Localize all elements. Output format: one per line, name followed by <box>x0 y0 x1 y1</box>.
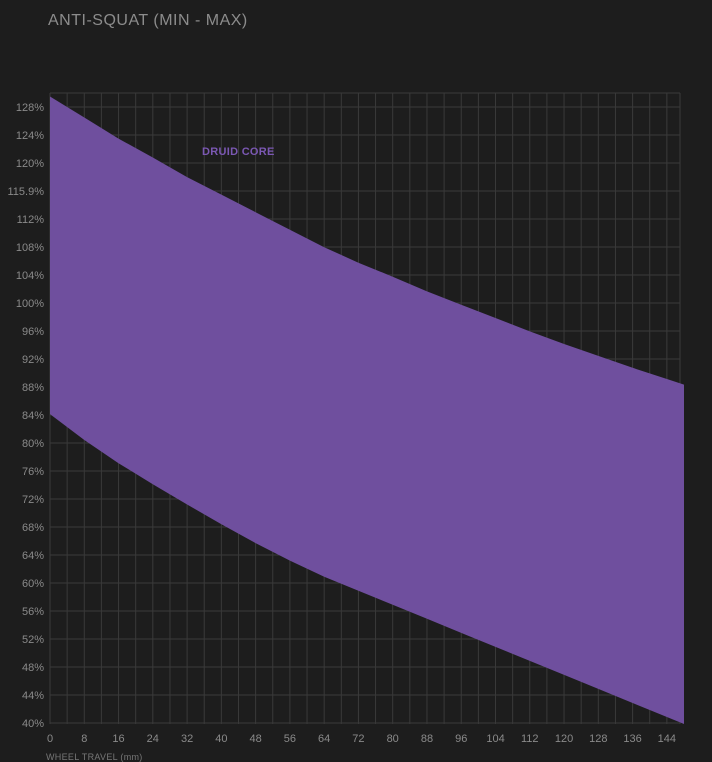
y-axis-ticks: 128% 124% 120% 115.9% 112% 108% 104% 100% 96% 92%… <box>8 102 45 730</box>
y-tick-label: 64% <box>22 550 44 562</box>
x-tick-label: 32 <box>181 733 193 745</box>
y-tick-label: 108% <box>16 242 44 254</box>
x-tick-label: 104 <box>486 733 504 745</box>
y-tick-label: 76% <box>22 466 44 478</box>
x-tick-label: 128 <box>589 733 607 745</box>
y-tick-label: 124% <box>16 130 44 142</box>
x-tick-label: 64 <box>318 733 330 745</box>
y-tick-label: 72% <box>22 494 44 506</box>
x-tick-label: 24 <box>147 733 159 745</box>
y-tick-label: 56% <box>22 606 44 618</box>
y-tick-label: 128% <box>16 102 44 114</box>
y-tick-label: 44% <box>22 690 44 702</box>
y-tick-label: 112% <box>17 214 45 226</box>
x-tick-label: 96 <box>455 733 467 745</box>
x-tick-label: 112 <box>521 733 539 745</box>
y-tick-label: 88% <box>22 382 44 394</box>
x-tick-label: 144 <box>658 733 676 745</box>
y-tick-label: 96% <box>22 326 44 338</box>
y-tick-label: 48% <box>22 662 44 674</box>
y-tick-label: 100% <box>16 298 44 310</box>
x-tick-label: 8 <box>81 733 87 745</box>
y-tick-label: 80% <box>22 438 44 450</box>
x-tick-label: 80 <box>387 733 399 745</box>
x-tick-label: 136 <box>623 733 641 745</box>
area-layer <box>50 96 684 724</box>
x-tick-label: 56 <box>284 733 296 745</box>
y-tick-label: 52% <box>22 634 44 646</box>
x-tick-label: 120 <box>555 733 573 745</box>
x-axis-label: WHEEL TRAVEL (mm) <box>46 752 143 762</box>
y-tick-label: 84% <box>22 410 44 422</box>
y-tick-label: 120% <box>16 158 44 170</box>
y-tick-label: 104% <box>16 270 44 282</box>
x-tick-label: 40 <box>215 733 227 745</box>
y-tick-label: 68% <box>22 522 44 534</box>
x-tick-label: 88 <box>421 733 433 745</box>
x-tick-label: 72 <box>352 733 364 745</box>
y-tick-label: 40% <box>22 718 44 730</box>
y-tick-label: 92% <box>22 354 44 366</box>
series-area <box>50 96 684 724</box>
x-tick-label: 0 <box>47 733 53 745</box>
series-label: DRUID CORE <box>202 146 275 158</box>
x-axis-ticks: 0 8 16 24 32 40 48 56 64 72 80 88 96 104 112 120 128 136 1… <box>47 733 676 745</box>
chart-title: ANTI-SQUAT (MIN - MAX) <box>48 12 248 29</box>
y-tick-label: 60% <box>22 578 44 590</box>
x-tick-label: 48 <box>249 733 261 745</box>
y-tick-label: 115.9% <box>8 186 45 198</box>
x-tick-label: 16 <box>112 733 124 745</box>
